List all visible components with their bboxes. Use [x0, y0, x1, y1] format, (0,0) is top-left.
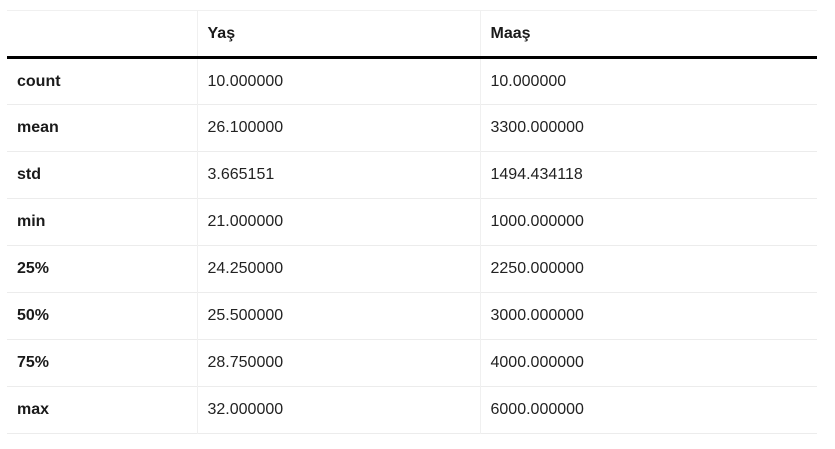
row-label: 50%: [7, 292, 198, 340]
table-cell: 25.500000: [197, 292, 481, 340]
table-cell: 2250.000000: [490, 260, 584, 277]
row-label: mean: [7, 104, 198, 152]
table-cell: 21.000000: [197, 198, 481, 246]
row-label: std: [7, 151, 198, 199]
describe-table-container: Yaş Maaş count 10.000000 10.000000 mean …: [7, 10, 817, 434]
table-row: mean 26.100000 3300.000000: [7, 104, 817, 152]
describe-table: Yaş Maaş count 10.000000 10.000000 mean …: [7, 10, 817, 434]
row-label: 75%: [7, 339, 198, 387]
table-cell: 6000.000000: [490, 401, 584, 418]
row-label: 25%: [7, 245, 198, 293]
row-label: count: [7, 57, 198, 105]
table-header: Yaş Maaş: [7, 10, 817, 59]
header-row: Yaş Maaş: [7, 10, 817, 59]
row-label: max: [7, 386, 198, 434]
table-row: max 32.000000 6000.000000: [7, 386, 817, 434]
table-row: 25% 24.250000 2250.000000: [7, 245, 817, 293]
table-cell: 28.750000: [197, 339, 481, 387]
row-label: min: [7, 198, 198, 246]
table-cell: 3300.000000: [490, 119, 584, 136]
table-cell: 24.250000: [197, 245, 481, 293]
header-column-yas: Yaş: [197, 10, 481, 59]
table-cell: 10.000000: [197, 57, 481, 105]
table-cell: 1494.434118: [490, 166, 583, 183]
table-row: 50% 25.500000 3000.000000: [7, 292, 817, 340]
table-cell: 10.000000: [490, 72, 567, 90]
table-cell: 4000.000000: [490, 354, 584, 371]
table-cell: 1000.000000: [490, 213, 584, 230]
table-cell: 3000.000000: [490, 307, 584, 324]
table-row: min 21.000000 1000.000000: [7, 198, 817, 246]
table-row: count 10.000000 10.000000: [7, 57, 817, 105]
table-row: 75% 28.750000 4000.000000: [7, 339, 817, 387]
table-row: std 3.665151 1494.434118: [7, 151, 817, 199]
table-cell: 3.665151: [197, 151, 481, 199]
table-cell: 26.100000: [197, 104, 481, 152]
table-body: count 10.000000 10.000000 mean 26.100000…: [7, 57, 817, 434]
header-column-maas: Maaş: [480, 10, 817, 59]
header-index-cell: [7, 10, 198, 59]
table-cell: 32.000000: [197, 386, 481, 434]
